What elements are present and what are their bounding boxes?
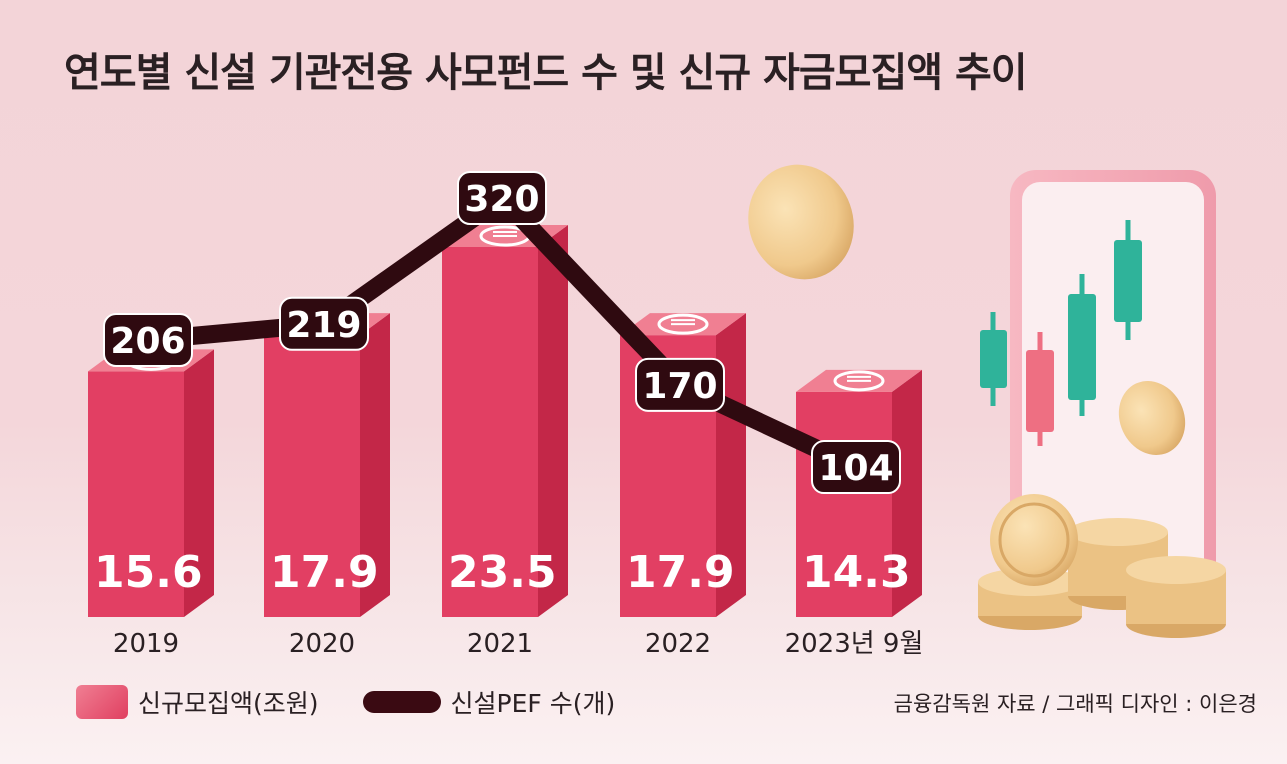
legend-label-line: 신설PEF 수(개) bbox=[450, 689, 616, 718]
won-banknote-icon bbox=[833, 370, 885, 392]
line-value-badge bbox=[279, 296, 369, 351]
x-tick-label: 2022 bbox=[645, 629, 711, 659]
bar-side bbox=[538, 225, 568, 617]
legend-item-line: 신설PEF 수(개) bbox=[362, 684, 616, 720]
bar-side bbox=[360, 313, 390, 617]
bar-value-label: 17.9 bbox=[270, 547, 379, 598]
bar-front bbox=[88, 371, 184, 617]
bar: 17.9 bbox=[264, 313, 390, 617]
coin-stack-icon bbox=[978, 494, 1226, 638]
line-point: 320 bbox=[457, 171, 547, 225]
bar-side bbox=[184, 349, 214, 617]
line-value-badge bbox=[635, 357, 725, 412]
legend-item-bar: 신규모집액(조원) bbox=[76, 684, 319, 720]
line-value-label: 170 bbox=[642, 366, 717, 407]
line-point: 170 bbox=[635, 357, 725, 412]
bar-value-label: 14.3 bbox=[802, 547, 911, 598]
line-value-badge bbox=[103, 313, 193, 367]
legend-swatch-bar bbox=[76, 685, 128, 719]
line-value-label: 104 bbox=[818, 448, 893, 489]
bar-value-label: 23.5 bbox=[448, 547, 557, 598]
bar-front bbox=[796, 391, 892, 617]
coin-icon bbox=[748, 164, 1186, 455]
line-value-label: 320 bbox=[464, 179, 539, 220]
chart-title: 연도별 신설 기관전용 사모펀드 수 및 신규 자금모집액 추이 bbox=[64, 50, 1028, 96]
bar: 23.5 bbox=[442, 225, 568, 617]
won-banknote-icon bbox=[657, 313, 709, 335]
bar-side bbox=[892, 369, 922, 617]
legend-label-bar: 신규모집액(조원) bbox=[138, 689, 319, 718]
bar-value-label: 15.6 bbox=[94, 547, 203, 598]
x-tick-label: 2021 bbox=[467, 629, 533, 659]
line-point: 206 bbox=[103, 313, 193, 367]
bar: 15.6 bbox=[88, 349, 214, 617]
bar-value-label: 17.9 bbox=[626, 547, 735, 598]
phone-illustration bbox=[980, 170, 1216, 590]
line-point: 219 bbox=[279, 296, 369, 351]
legend: 신규모집액(조원) 신설PEF 수(개) bbox=[76, 682, 659, 722]
line-value-label: 206 bbox=[110, 321, 185, 362]
line-point: 104 bbox=[811, 440, 901, 495]
line-value-badge bbox=[811, 440, 901, 495]
line-value-badge bbox=[457, 171, 547, 225]
candlestick-icon bbox=[980, 220, 1142, 446]
bar: 14.3 bbox=[796, 369, 922, 617]
x-tick-label: 2023년 9월 bbox=[785, 629, 924, 659]
bar-front bbox=[442, 247, 538, 617]
source-credit: 금융감독원 자료 / 그래픽 디자인 : 이은경 bbox=[893, 692, 1257, 716]
x-tick-label: 2019 bbox=[113, 629, 179, 659]
line-value-label: 219 bbox=[286, 305, 361, 346]
legend-swatch-line bbox=[362, 691, 441, 713]
bar-front bbox=[264, 335, 360, 617]
x-tick-label: 2020 bbox=[289, 629, 355, 659]
